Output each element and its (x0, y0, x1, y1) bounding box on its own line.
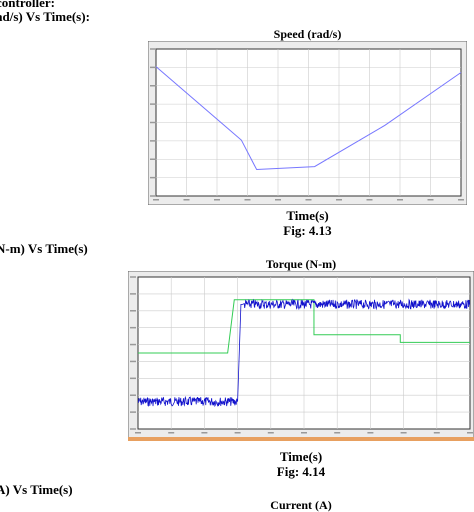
torque-actual-line (137, 298, 471, 408)
speed-x-tick-mark (397, 199, 403, 201)
torque-chart (128, 271, 474, 441)
current-section-heading: A) Vs Time(s) (0, 482, 73, 497)
torque-y-tick-mark (130, 411, 136, 413)
torque-x-tick-mark (135, 432, 141, 434)
torque-section-heading: N-m) Vs Time(s) (0, 241, 88, 256)
speed-y-tick-mark (150, 85, 156, 87)
speed-x-tick-mark (336, 199, 342, 201)
speed-y-tick-mark (150, 140, 156, 142)
torque-x-tick-mark (201, 432, 208, 434)
speed-xlabel: Time(s) (286, 208, 329, 223)
torque-y-tick-mark (130, 276, 136, 278)
torque-x-tick-mark (301, 432, 307, 434)
speed-y-tick-mark (150, 103, 156, 105)
speed-x-tick-mark (366, 199, 373, 201)
torque-chart-title: Torque (N-m) (265, 257, 337, 271)
fig-4-14-caption: Fig: 4.14 (276, 464, 326, 479)
speed-x-tick-mark (153, 199, 159, 201)
torque-y-tick-mark (130, 326, 136, 329)
torque-x-tick-mark (334, 432, 341, 434)
torque-y-tick-mark (130, 293, 136, 295)
speed-x-tick-mark (427, 199, 434, 201)
torque-status-bar (128, 437, 474, 441)
torque-y-tick-mark (130, 360, 136, 363)
speed-section-heading: ad/s) Vs Time(s): (0, 9, 90, 24)
speed-x-tick-mark (244, 199, 251, 201)
controller-heading: controller: (0, 0, 55, 10)
speed-y-tick-mark (150, 66, 156, 69)
speed-x-tick-mark (214, 199, 220, 201)
torque-x-tick-mark (367, 432, 374, 434)
speed-chart (148, 41, 467, 205)
torque-xlabel: Time(s) (279, 449, 323, 464)
torque-y-tick-mark (130, 394, 136, 396)
speed-y-tick-mark (150, 176, 156, 179)
speed-y-tick-mark (150, 195, 156, 197)
torque-x-tick-mark (234, 432, 241, 434)
speed-x-tick-mark (458, 199, 464, 201)
torque-x-tick-mark (467, 432, 473, 434)
torque-y-tick-mark (130, 310, 136, 312)
speed-y-tick-mark (150, 158, 156, 160)
current-chart-title: Current (A) (270, 498, 332, 512)
torque-x-tick-mark (400, 432, 407, 434)
torque-x-tick-mark (267, 432, 274, 434)
speed-y-tick-mark (150, 121, 156, 124)
speed-series-line (155, 66, 462, 171)
fig-4-13-caption: Fig: 4.13 (283, 223, 332, 238)
torque-reference-line (138, 299, 470, 354)
torque-y-tick-mark (130, 428, 136, 430)
speed-x-tick-mark (275, 199, 281, 201)
speed-chart-title: Speed (rad/s) (273, 27, 342, 41)
torque-y-tick-mark (130, 377, 136, 380)
torque-y-tick-mark (130, 343, 136, 346)
speed-x-tick-mark (183, 199, 190, 201)
speed-y-tick-mark (150, 48, 156, 50)
torque-x-tick-mark (433, 432, 440, 434)
speed-x-tick-mark (305, 199, 312, 201)
torque-x-tick-mark (168, 432, 175, 434)
